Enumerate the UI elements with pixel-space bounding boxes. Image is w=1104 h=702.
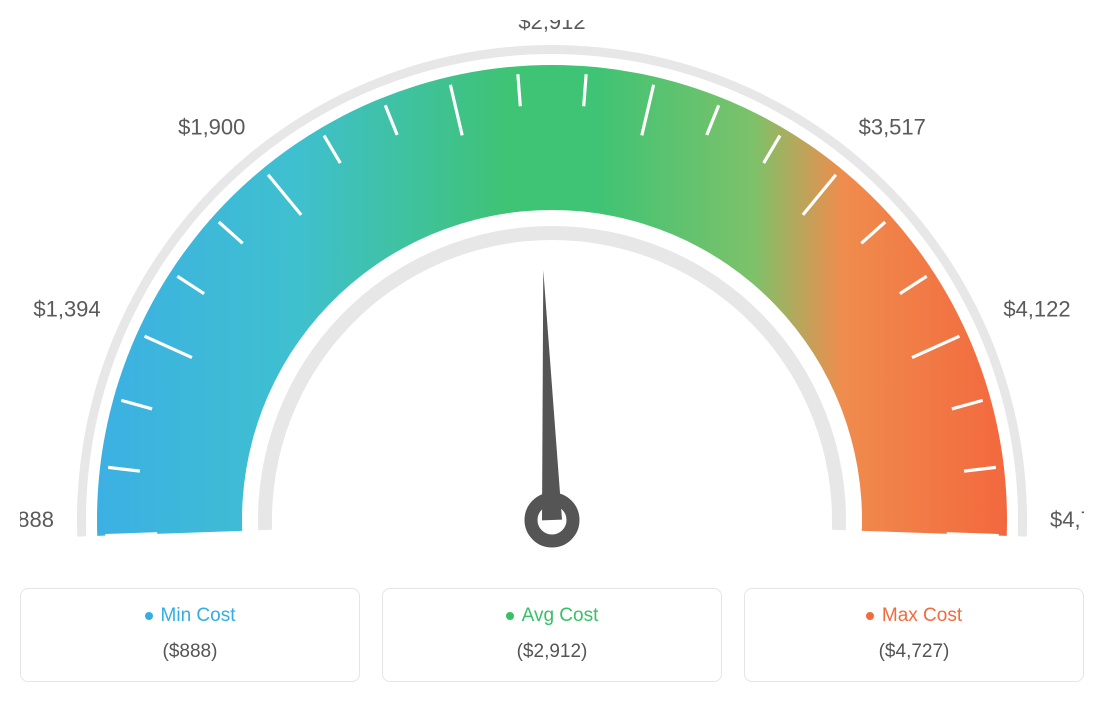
svg-text:$888: $888 <box>20 507 54 532</box>
legend-label-max: Max Cost <box>882 605 962 627</box>
gauge-svg: $888 $1,394 $1,900 $2,912 $3,517 $4,122 $4,727 <box>20 20 1084 560</box>
legend-dot-min <box>145 612 153 620</box>
legend-row: Min Cost ($888) Avg Cost ($2,912) Max Co… <box>20 588 1084 682</box>
legend-value-min: ($888) <box>31 641 349 663</box>
legend-card-avg: Avg Cost ($2,912) <box>382 588 722 682</box>
svg-text:$2,912: $2,912 <box>518 20 585 34</box>
legend-dot-avg <box>506 612 514 620</box>
svg-text:$3,517: $3,517 <box>859 115 926 140</box>
legend-label-line-avg: Avg Cost <box>393 605 711 627</box>
legend-dot-max <box>866 612 874 620</box>
svg-text:$1,900: $1,900 <box>178 115 245 140</box>
svg-text:$4,727: $4,727 <box>1050 507 1084 532</box>
svg-text:$4,122: $4,122 <box>1003 297 1070 322</box>
cost-gauge: $888 $1,394 $1,900 $2,912 $3,517 $4,122 $4,727 <box>20 20 1084 560</box>
legend-label-min: Min Cost <box>161 605 236 627</box>
legend-label-avg: Avg Cost <box>522 605 599 627</box>
legend-label-line-max: Max Cost <box>755 605 1073 627</box>
legend-value-avg: ($2,912) <box>393 641 711 663</box>
legend-label-line-min: Min Cost <box>31 605 349 627</box>
svg-text:$1,394: $1,394 <box>33 297 100 322</box>
legend-card-max: Max Cost ($4,727) <box>744 588 1084 682</box>
legend-card-min: Min Cost ($888) <box>20 588 360 682</box>
legend-value-max: ($4,727) <box>755 641 1073 663</box>
